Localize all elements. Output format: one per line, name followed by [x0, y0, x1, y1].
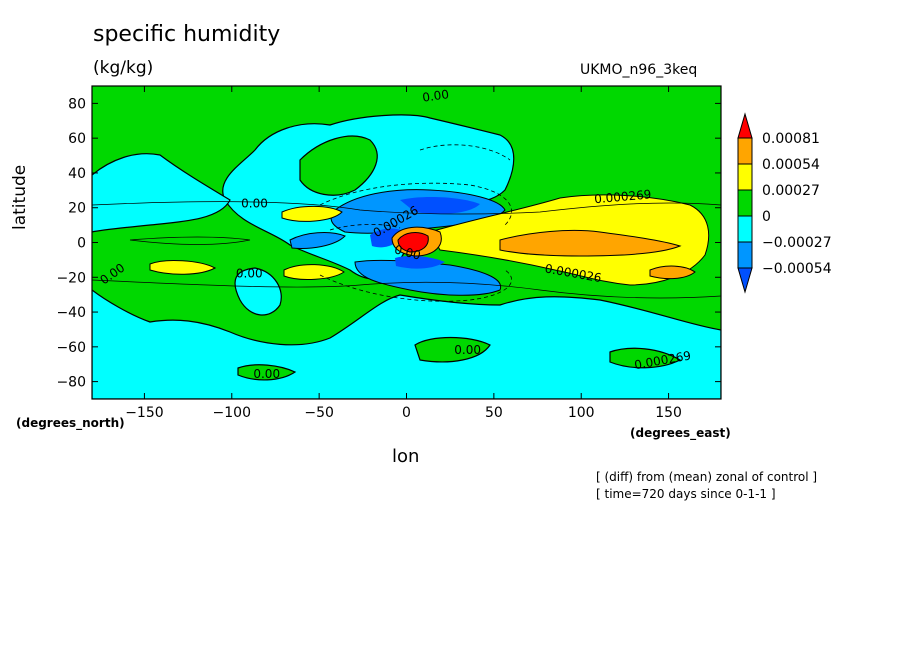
colorbar-swatch	[737, 241, 753, 269]
dashed-contours	[319, 144, 513, 302]
y-tick-label: 0	[77, 236, 86, 252]
orange-east-spot	[649, 265, 696, 280]
note-time: [ time=720 days since 0-1-1 ]	[596, 487, 776, 501]
y-tick-label: 80	[68, 96, 86, 112]
darkblue-north	[400, 196, 480, 214]
chart-units: (kg/kg)	[93, 58, 154, 78]
contour-fields	[92, 86, 721, 399]
colorbar-swatch	[737, 137, 753, 165]
thin-contours	[92, 201, 721, 299]
darkblue-south	[395, 255, 445, 269]
colorbar-label: −0.00054	[762, 261, 832, 277]
yellow-spot-nw	[281, 205, 343, 222]
x-tick-label: −50	[304, 405, 334, 421]
x-tick-label: 0	[402, 405, 411, 421]
y-tick-label: 60	[68, 131, 86, 147]
yellow-spot-w	[149, 260, 217, 275]
contour-label: 0.00	[393, 242, 422, 262]
island-a	[299, 135, 378, 196]
y-axis-units: (degrees_north)	[16, 416, 125, 430]
orange-band	[499, 229, 682, 257]
red-maximum	[397, 232, 429, 253]
colorbar-label: 0.00081	[762, 131, 820, 147]
colorbar-bottom-arrow	[737, 267, 753, 294]
y-tick-label: 20	[68, 201, 86, 217]
x-tick-label: −150	[125, 405, 163, 421]
green-islands	[237, 135, 682, 381]
colorbar-top-arrow	[737, 112, 753, 139]
yellow-spot-sw	[283, 264, 345, 280]
y-tick-label: −40	[56, 305, 86, 321]
x-axis-label: lon	[392, 446, 420, 467]
x-axis-ticks: −150 −100 −50 0 50 100 150	[125, 86, 682, 421]
contour-label: 0.00	[241, 197, 268, 211]
region-sw-arc	[234, 267, 282, 316]
colorbar-swatch	[737, 189, 753, 217]
chart-title: specific humidity	[93, 22, 281, 47]
y-tick-label: −60	[56, 340, 86, 356]
x-tick-label: 150	[655, 405, 682, 421]
region-west-pacific	[92, 153, 231, 233]
contour-label: 0.00	[253, 367, 280, 381]
contour-label: 0.00	[236, 266, 263, 280]
contour-label: 0.000269	[594, 187, 652, 206]
model-name: UKMO_n96_3keq	[580, 62, 698, 78]
colorbar-swatch	[737, 215, 753, 243]
contour-labels: 0.000.000.000.000.000.00 0.0002690.000269…	[97, 87, 692, 381]
y-tick-label: −20	[56, 270, 86, 286]
y-tick-label: −80	[56, 375, 86, 391]
blue-west	[289, 232, 346, 249]
x-tick-label: −100	[213, 405, 251, 421]
island-d	[237, 364, 297, 381]
colorbar: 0.00081 0.00054 0.00027 0 −0.00027 −0.00054	[737, 112, 832, 294]
x-tick-label: 100	[568, 405, 595, 421]
y-tick-label: 40	[68, 166, 86, 182]
note-diff: [ (diff) from (mean) zonal of control ]	[596, 470, 818, 484]
colorbar-label: 0.00027	[762, 183, 820, 199]
colorbar-label: 0	[762, 209, 771, 225]
x-axis-units: (degrees_east)	[630, 426, 731, 440]
island-c	[609, 347, 682, 369]
contour-label: 0.00	[454, 343, 481, 357]
colorbar-label: −0.00027	[762, 235, 832, 251]
contour-label: 0.00	[421, 87, 449, 105]
x-tick-label: 50	[485, 405, 503, 421]
island-b	[414, 336, 491, 363]
colorbar-swatch	[737, 163, 753, 191]
colorbar-label: 0.00054	[762, 157, 820, 173]
y-axis-ticks: −80 −60 −40 −20 0 20 40 60 80	[56, 96, 721, 391]
